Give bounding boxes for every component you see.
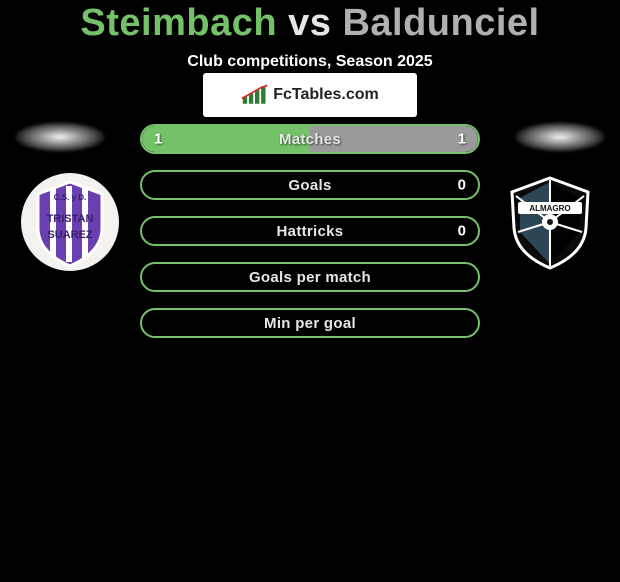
attribution-badge: FcTables.com (203, 73, 417, 117)
bar-value-right: 1 (458, 131, 466, 148)
crest-right-svg: ALMAGRO (500, 172, 600, 272)
page-title: Steimbach vs Baldunciel (0, 2, 620, 45)
bar-label: Goals per match (249, 269, 371, 286)
attribution-text: FcTables.com (273, 86, 379, 104)
bar-label: Min per goal (264, 315, 356, 332)
club-crest-left: C.S. y D. TRISTAN SUAREZ (20, 172, 120, 272)
svg-text:TRISTAN: TRISTAN (47, 213, 94, 225)
spotlight-left (15, 122, 105, 152)
subtitle: Club competitions, Season 2025 (0, 53, 620, 71)
stat-bar: Min per goal (140, 308, 480, 338)
bar-label: Hattricks (277, 223, 344, 240)
bar-value-right: 0 (458, 223, 466, 240)
bar-label: Goals (288, 177, 331, 194)
stat-bar: Goals 0 (140, 170, 480, 200)
player1-name: Steimbach (80, 2, 277, 44)
bar-value-left: 1 (154, 131, 162, 148)
vs-text: vs (288, 2, 331, 44)
stat-bar: Goals per match (140, 262, 480, 292)
crest-left-svg: C.S. y D. TRISTAN SUAREZ (20, 172, 120, 272)
svg-text:SUAREZ: SUAREZ (47, 229, 93, 241)
club-crest-right: ALMAGRO (500, 172, 600, 272)
chart-icon (241, 84, 269, 106)
stat-bar: Hattricks 0 (140, 216, 480, 246)
svg-text:ALMAGRO: ALMAGRO (529, 204, 570, 213)
bar-label: Matches (279, 131, 341, 148)
stat-bars: Matches 1 1 Goals 0 Hattricks 0 Goals per match… (140, 124, 480, 354)
stat-bar: Matches 1 1 (140, 124, 480, 154)
spotlight-right (515, 122, 605, 152)
player2-name: Baldunciel (342, 2, 539, 44)
bar-value-right: 0 (458, 177, 466, 194)
svg-text:C.S. y D.: C.S. y D. (54, 193, 86, 202)
